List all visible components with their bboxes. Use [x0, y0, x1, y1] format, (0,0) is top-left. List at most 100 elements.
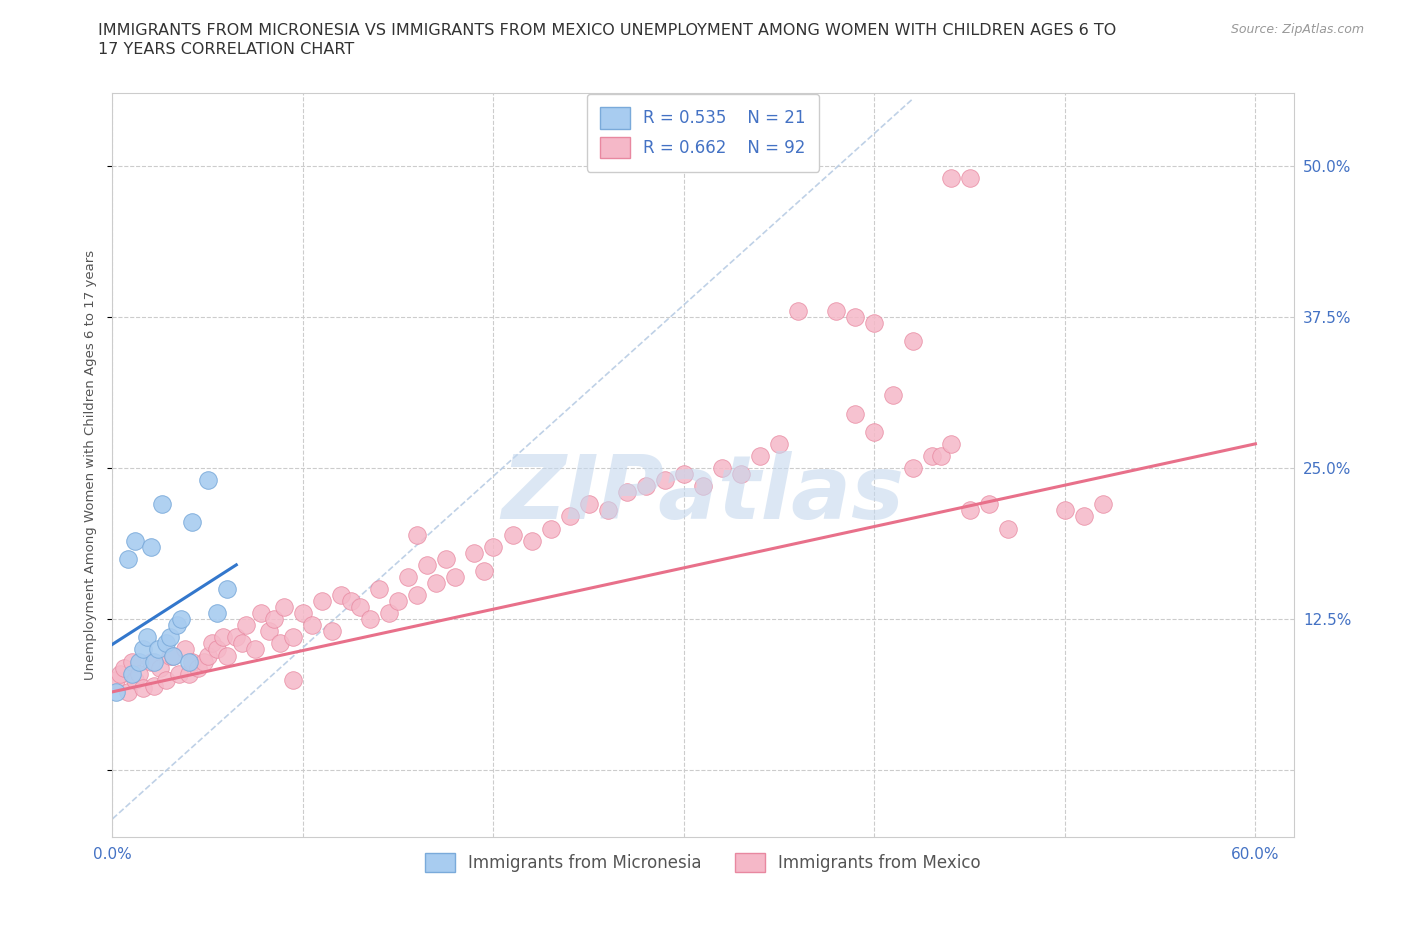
Point	[997, 521, 1019, 536]
Point	[121, 654, 143, 669]
Point	[149, 660, 172, 675]
Point	[143, 678, 166, 693]
Point	[148, 642, 170, 657]
Point	[634, 479, 657, 494]
Point	[711, 460, 734, 475]
Legend: Immigrants from Micronesia, Immigrants from Mexico: Immigrants from Micronesia, Immigrants f…	[416, 844, 990, 881]
Point	[959, 170, 981, 185]
Point	[150, 497, 173, 512]
Point	[787, 303, 810, 318]
Point	[596, 503, 619, 518]
Point	[117, 551, 139, 566]
Point	[257, 624, 280, 639]
Point	[124, 533, 146, 548]
Point	[155, 672, 177, 687]
Point	[463, 545, 485, 560]
Point	[197, 472, 219, 487]
Point	[901, 460, 924, 475]
Point	[692, 479, 714, 494]
Point	[135, 630, 157, 644]
Point	[159, 630, 181, 644]
Point	[368, 581, 391, 596]
Point	[311, 593, 333, 608]
Point	[882, 388, 904, 403]
Point	[768, 436, 790, 451]
Point	[921, 448, 943, 463]
Point	[200, 636, 222, 651]
Point	[112, 660, 135, 675]
Point	[207, 605, 229, 620]
Point	[578, 497, 600, 512]
Point	[330, 588, 353, 603]
Point	[155, 636, 177, 651]
Point	[301, 618, 323, 632]
Point	[672, 467, 695, 482]
Point	[939, 170, 962, 185]
Point	[273, 600, 295, 615]
Point	[654, 472, 676, 487]
Point	[197, 648, 219, 663]
Point	[901, 334, 924, 349]
Point	[1092, 497, 1115, 512]
Point	[162, 648, 184, 663]
Point	[959, 503, 981, 518]
Point	[844, 310, 866, 325]
Point	[117, 684, 139, 699]
Point	[105, 672, 128, 687]
Point	[108, 666, 131, 681]
Point	[482, 539, 505, 554]
Point	[1073, 509, 1095, 524]
Point	[121, 666, 143, 681]
Point	[170, 612, 193, 627]
Point	[406, 588, 429, 603]
Point	[844, 406, 866, 421]
Text: ZIPatlas: ZIPatlas	[502, 451, 904, 538]
Point	[359, 612, 381, 627]
Point	[444, 569, 467, 584]
Point	[231, 636, 253, 651]
Point	[730, 467, 752, 482]
Point	[283, 630, 305, 644]
Point	[124, 672, 146, 687]
Point	[159, 648, 181, 663]
Point	[749, 448, 772, 463]
Point	[193, 654, 215, 669]
Point	[166, 618, 188, 632]
Point	[396, 569, 419, 584]
Point	[977, 497, 1000, 512]
Point	[558, 509, 581, 524]
Point	[177, 654, 200, 669]
Point	[225, 630, 247, 644]
Point	[215, 648, 238, 663]
Point	[263, 612, 285, 627]
Point	[187, 660, 209, 675]
Point	[143, 654, 166, 669]
Point	[929, 448, 952, 463]
Point	[132, 642, 155, 657]
Point	[105, 684, 128, 699]
Point	[162, 648, 184, 663]
Point	[339, 593, 361, 608]
Point	[177, 666, 200, 681]
Point	[139, 539, 162, 554]
Point	[520, 533, 543, 548]
Point	[181, 515, 204, 530]
Point	[291, 605, 314, 620]
Point	[128, 654, 150, 669]
Point	[212, 630, 235, 644]
Point	[406, 527, 429, 542]
Point	[387, 593, 409, 608]
Point	[616, 485, 638, 499]
Y-axis label: Unemployment Among Women with Children Ages 6 to 17 years: Unemployment Among Women with Children A…	[83, 250, 97, 680]
Text: IMMIGRANTS FROM MICRONESIA VS IMMIGRANTS FROM MEXICO UNEMPLOYMENT AMONG WOMEN WI: IMMIGRANTS FROM MICRONESIA VS IMMIGRANTS…	[98, 23, 1116, 38]
Point	[863, 424, 886, 439]
Point	[245, 642, 267, 657]
Point	[321, 624, 343, 639]
Point	[502, 527, 524, 542]
Point	[377, 605, 399, 620]
Point	[215, 581, 238, 596]
Point	[939, 436, 962, 451]
Point	[173, 642, 195, 657]
Point	[167, 666, 190, 681]
Point	[139, 654, 162, 669]
